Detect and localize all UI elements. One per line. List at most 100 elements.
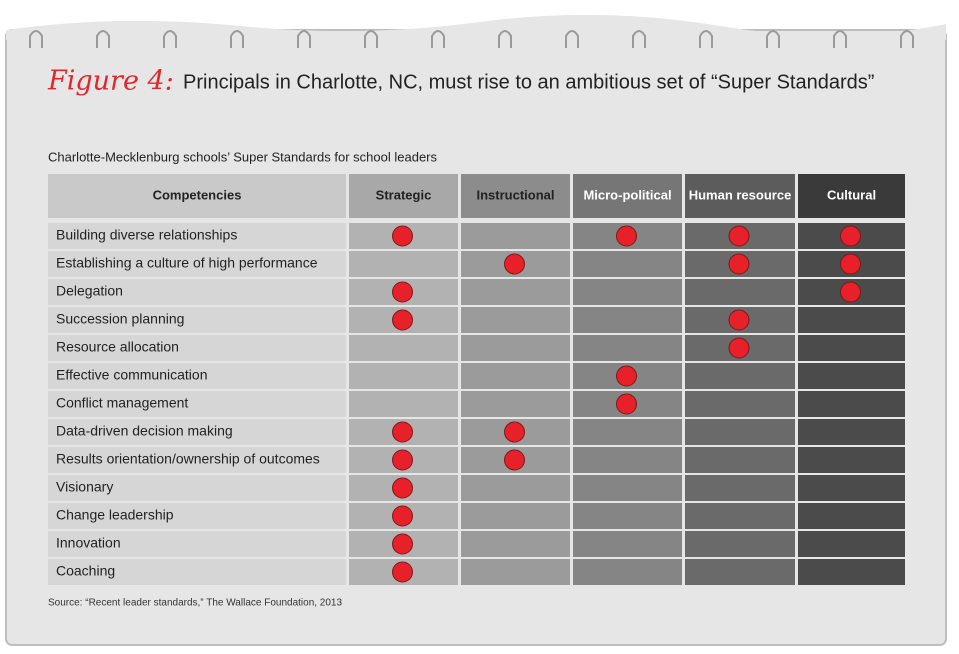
ring (431, 30, 445, 48)
cell (685, 391, 795, 417)
subtitle: Charlotte-Mecklenburg schools’ Super Sta… (48, 149, 437, 164)
dot (728, 225, 750, 247)
cell (685, 447, 795, 473)
competency: Effective communication (56, 367, 207, 383)
cell (48, 251, 346, 277)
dot (392, 281, 413, 303)
column-header: Instructional (476, 187, 554, 202)
ring (96, 30, 110, 48)
cell (573, 475, 682, 501)
cell (798, 531, 905, 557)
cell (798, 419, 905, 445)
binding (29, 30, 914, 48)
dot (392, 225, 413, 247)
ring (230, 30, 244, 48)
competency: Succession planning (56, 311, 184, 327)
cell (798, 307, 905, 333)
figure-label: Figure 4: (47, 66, 174, 97)
cell (48, 279, 346, 305)
cell (461, 503, 570, 529)
cell (798, 559, 905, 585)
cell (48, 559, 346, 585)
cell (461, 559, 570, 585)
cell (573, 307, 682, 333)
cell (349, 251, 458, 277)
cell (573, 559, 682, 585)
dot (840, 225, 861, 247)
cell (349, 363, 458, 389)
header-cell (798, 174, 905, 218)
cell (573, 279, 682, 305)
torn-edge (6, 14, 946, 40)
cell (685, 475, 795, 501)
cell (685, 559, 795, 585)
cell (461, 279, 570, 305)
cell (48, 531, 346, 557)
cell (685, 419, 795, 445)
dot (392, 449, 413, 471)
dot (728, 253, 750, 275)
ring (632, 30, 646, 48)
cell (461, 363, 570, 389)
column-header: Micro-political (583, 187, 671, 202)
dot (840, 253, 861, 275)
header-cell (349, 174, 458, 218)
ring (833, 30, 847, 48)
cell (573, 335, 682, 361)
ring (498, 30, 512, 48)
competency: Conflict management (56, 395, 188, 411)
header-cell (48, 174, 346, 218)
cell (685, 531, 795, 557)
header-cell (685, 174, 795, 218)
ring (163, 30, 177, 48)
table: Competencies Strategic Instructional Micro-… (48, 174, 905, 585)
ring (29, 30, 43, 48)
cell (461, 223, 570, 249)
cell (48, 223, 346, 249)
competency: Data-driven decision making (56, 423, 233, 439)
header-cell (461, 174, 570, 218)
cell (349, 391, 458, 417)
dot (504, 253, 525, 275)
dot (504, 421, 525, 443)
cell (48, 391, 346, 417)
dot (728, 309, 750, 331)
cell (573, 447, 682, 473)
competency: Establishing a culture of high performan… (56, 255, 318, 271)
cell (349, 335, 458, 361)
column-header: Competencies (153, 187, 242, 202)
dot (616, 225, 637, 247)
competency: Building diverse relationships (56, 227, 237, 243)
dot (616, 365, 637, 387)
cell (798, 335, 905, 361)
cell (798, 475, 905, 501)
cell (573, 503, 682, 529)
header-cell (573, 174, 682, 218)
competency: Coaching (56, 563, 115, 579)
title: Principals in Charlotte, NC, must rise t… (183, 71, 874, 93)
ring (297, 30, 311, 48)
cell (685, 363, 795, 389)
cell (461, 531, 570, 557)
cell (48, 307, 346, 333)
cell (798, 363, 905, 389)
dot (840, 281, 861, 303)
cell (48, 335, 346, 361)
competency: Change leadership (56, 507, 174, 523)
dot (392, 533, 413, 555)
column-header: Cultural (827, 187, 876, 202)
cell (48, 447, 346, 473)
competency: Visionary (56, 479, 113, 495)
competency: Results orientation/ownership of outcome… (56, 451, 320, 467)
dot (504, 449, 525, 471)
cell (48, 363, 346, 389)
cell (798, 503, 905, 529)
ring (766, 30, 780, 48)
ring (364, 30, 378, 48)
competency: Innovation (56, 535, 121, 551)
dot (728, 337, 750, 359)
cell (48, 503, 346, 529)
cell (573, 531, 682, 557)
column-header: Strategic (376, 187, 432, 202)
